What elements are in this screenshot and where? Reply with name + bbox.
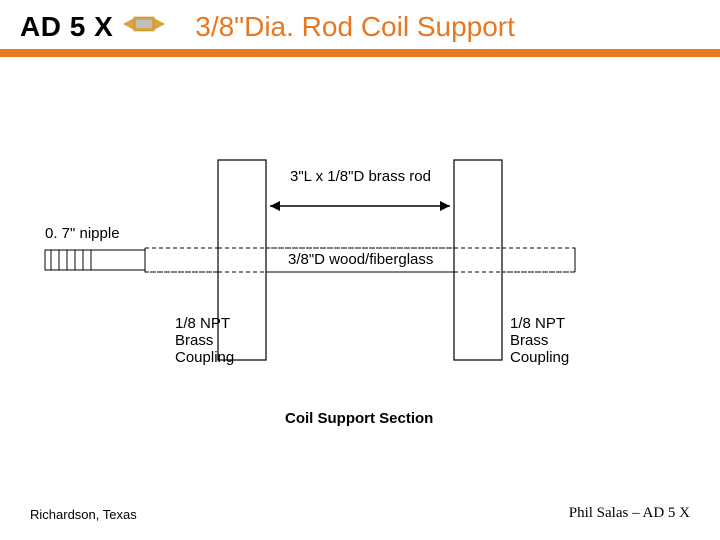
coil-support-diagram: 3"L x 1/8"D brass rod 0. 7" nipple 3/8"D… (0, 120, 720, 440)
coupling-right-label: 1/8 NPT Brass Coupling (510, 315, 569, 366)
section-title: Coil Support Section (285, 410, 433, 427)
footer-author: Phil Salas – AD 5 X (569, 505, 690, 522)
rod-material-label: 3/8"D wood/fiberglass (288, 251, 433, 268)
arrl-logo-icon (123, 10, 165, 43)
brass-rod-label: 3"L x 1/8"D brass rod (290, 168, 431, 185)
nipple-label: 0. 7" nipple (45, 225, 120, 242)
callsign-text: AD 5 X (20, 11, 113, 43)
header-divider (0, 49, 720, 57)
page-title: 3/8"Dia. Rod Coil Support (195, 11, 515, 43)
coupling-left-label: 1/8 NPT Brass Coupling (175, 315, 234, 366)
footer-location: Richardson, Texas (30, 507, 137, 522)
